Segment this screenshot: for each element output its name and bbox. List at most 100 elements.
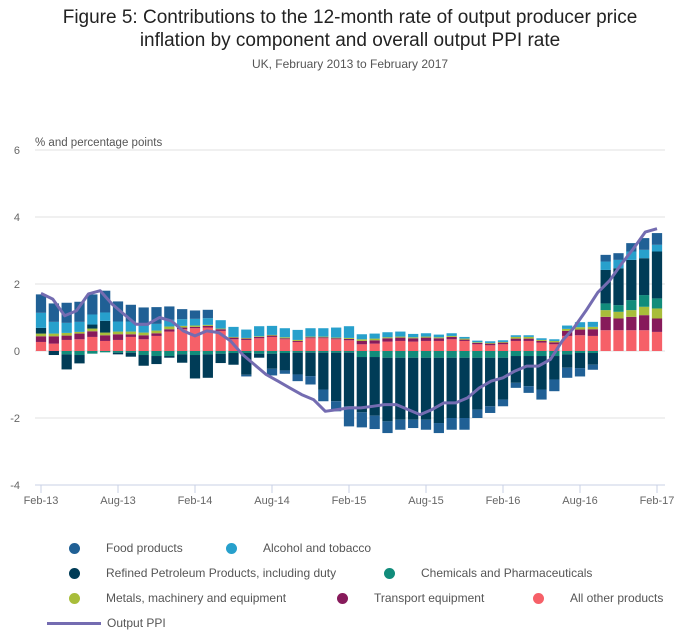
bar-transport-equipment	[497, 342, 509, 345]
legend-item-chemicals[interactable]: Chemicals and Pharmaceuticals	[384, 566, 592, 580]
bar-all-other-products	[574, 335, 586, 351]
bar-food-products	[369, 415, 380, 430]
bar-chemicals-and-pharmaceuticals	[433, 351, 444, 358]
legend-item-transport[interactable]: Transport equipment	[337, 591, 484, 605]
bar-refined-petroleum-products-including-duty	[395, 357, 406, 420]
bar-transport-equipment	[318, 337, 329, 339]
bar-refined-petroleum-products-including-duty	[228, 353, 239, 365]
x-tick-label: Aug-15	[408, 495, 443, 507]
bar-transport-equipment	[523, 338, 534, 341]
bar-chemicals-and-pharmaceuticals	[510, 351, 521, 357]
bar-food-products	[241, 374, 252, 377]
bar-transport-equipment	[613, 318, 624, 331]
bar-transport-equipment	[61, 335, 72, 340]
legend-item-refined-petroleum[interactable]: Refined Petroleum Products, including du…	[69, 566, 336, 580]
bar-chemicals-and-pharmaceuticals	[151, 351, 162, 357]
bar-alcohol-and-tobacco	[151, 323, 162, 331]
bar-transport-equipment	[408, 338, 419, 342]
bar-all-other-products	[356, 344, 367, 351]
bar-metals-machinery-and-equipment	[35, 333, 47, 337]
bar-all-other-products	[318, 338, 329, 351]
bar-metals-machinery-and-equipment	[510, 336, 521, 339]
bar-food-products	[125, 304, 136, 322]
bar-chemicals-and-pharmaceuticals	[382, 351, 393, 358]
bar-all-other-products	[331, 339, 342, 351]
bar-metals-machinery-and-equipment	[549, 340, 560, 343]
bar-metals-machinery-and-equipment	[523, 336, 534, 339]
bar-metals-machinery-and-equipment	[189, 325, 201, 327]
bar-all-other-products	[87, 336, 98, 351]
bar-alcohol-and-tobacco	[420, 333, 432, 337]
legend-item-output-ppi[interactable]: Output PPI	[47, 616, 166, 630]
bar-chemicals-and-pharmaceuticals	[343, 351, 355, 353]
bar-chemicals-and-pharmaceuticals	[587, 351, 598, 354]
bar-metals-machinery-and-equipment	[202, 324, 213, 326]
bar-refined-petroleum-products-including-duty	[48, 351, 59, 356]
bar-transport-equipment	[151, 333, 162, 336]
bar-refined-petroleum-products-including-duty	[369, 357, 380, 416]
legend-line-icon	[47, 621, 101, 625]
bar-chemicals-and-pharmaceuticals	[446, 351, 457, 358]
bar-all-other-products	[382, 341, 393, 351]
bar-food-products	[164, 306, 175, 320]
bar-transport-equipment	[241, 338, 252, 340]
bar-alcohol-and-tobacco	[651, 244, 663, 252]
bar-food-products	[151, 307, 162, 324]
bar-chemicals-and-pharmaceuticals	[523, 351, 534, 357]
bar-food-products	[549, 379, 560, 392]
legend-label: All other products	[570, 591, 664, 605]
bar-food-products	[459, 418, 470, 430]
bar-chemicals-and-pharmaceuticals	[215, 351, 226, 354]
bar-refined-petroleum-products-including-duty	[202, 354, 213, 378]
bar-transport-equipment	[100, 335, 111, 341]
bar-alcohol-and-tobacco	[639, 249, 650, 259]
legend-item-alcohol-tobacco[interactable]: Alcohol and tobacco	[226, 541, 371, 555]
bar-food-products	[587, 364, 598, 370]
bar-alcohol-and-tobacco	[279, 328, 290, 338]
chart-subtitle: UK, February 2013 to February 2017	[251, 57, 449, 71]
bar-transport-equipment	[74, 333, 85, 340]
bar-alcohol-and-tobacco	[523, 335, 534, 337]
bar-metals-machinery-and-equipment	[279, 337, 290, 339]
legend-item-metals[interactable]: Metals, machinery and equipment	[69, 591, 286, 605]
bar-metals-machinery-and-equipment	[100, 332, 111, 336]
legend-item-all-other[interactable]: All other products	[533, 591, 663, 605]
x-tick-label: Feb-13	[24, 495, 59, 507]
bar-all-other-products	[639, 330, 650, 351]
bar-transport-equipment	[356, 340, 367, 345]
bar-all-other-products	[254, 338, 265, 351]
bar-refined-petroleum-products-including-duty	[177, 354, 188, 363]
legend-label: Metals, machinery and equipment	[106, 591, 287, 605]
bar-alcohol-and-tobacco	[241, 329, 252, 338]
bar-alcohol-and-tobacco	[562, 325, 573, 329]
bar-all-other-products	[420, 340, 432, 351]
bar-all-other-products	[292, 341, 303, 351]
bar-transport-equipment	[420, 337, 432, 341]
bar-all-other-products	[613, 330, 624, 351]
bar-food-products	[177, 309, 188, 320]
legend-swatch-icon	[69, 592, 80, 604]
bar-alcohol-and-tobacco	[613, 259, 624, 269]
bar-transport-equipment	[125, 334, 136, 337]
bar-all-other-products	[241, 339, 252, 351]
axes: 6 4 2 0 -2 -4 Feb-13 Aug-13 Feb-14 Aug-14 Feb-15 Au…	[10, 145, 674, 507]
legend-item-food-products[interactable]: Food products	[69, 541, 183, 555]
bar-refined-petroleum-products-including-duty	[549, 356, 560, 380]
bar-food-products	[562, 367, 573, 378]
bar-all-other-products	[202, 327, 213, 351]
bar-metals-machinery-and-equipment	[408, 337, 419, 339]
bar-alcohol-and-tobacco	[382, 332, 393, 338]
bar-all-other-products	[510, 340, 521, 351]
bar-chemicals-and-pharmaceuticals	[420, 351, 432, 358]
bar-refined-petroleum-products-including-duty	[305, 352, 316, 377]
bar-all-other-products	[35, 341, 47, 351]
bar-alcohol-and-tobacco	[189, 318, 201, 326]
bar-refined-petroleum-products-including-duty	[613, 268, 624, 306]
bar-refined-petroleum-products-including-duty	[266, 353, 278, 369]
bar-alcohol-and-tobacco	[369, 333, 380, 339]
bar-metals-machinery-and-equipment	[318, 336, 329, 338]
bar-alcohol-and-tobacco	[446, 333, 457, 336]
bar-alcohol-and-tobacco	[459, 336, 470, 339]
bar-metals-machinery-and-equipment	[61, 332, 72, 336]
bar-transport-equipment	[485, 343, 496, 346]
